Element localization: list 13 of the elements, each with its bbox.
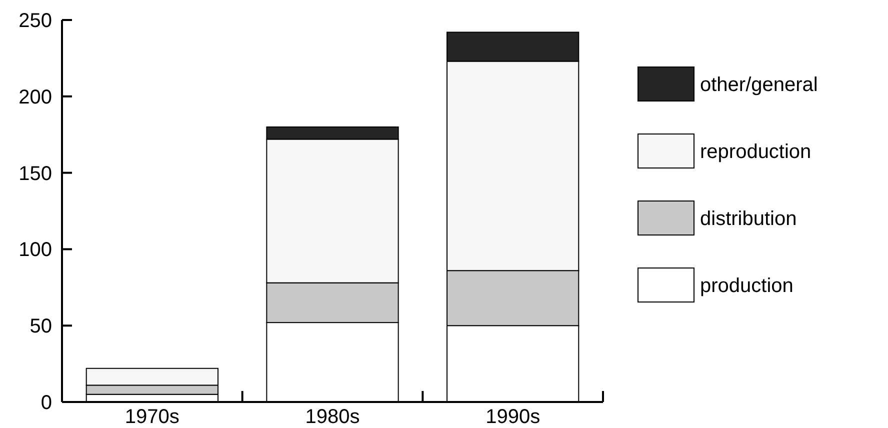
y-tick-label: 200 xyxy=(18,86,52,108)
y-tick-label: 0 xyxy=(40,392,52,414)
legend-label: production xyxy=(700,275,794,297)
legend-label: distribution xyxy=(700,208,797,230)
y-tick-label: 100 xyxy=(18,239,52,262)
y-tick-label: 150 xyxy=(18,162,52,185)
legend-label: other/general xyxy=(700,74,818,96)
x-tick-label: 1970s xyxy=(124,406,180,428)
y-tick-label: 250 xyxy=(18,10,52,32)
x-tick-label: 1980s xyxy=(305,406,360,428)
y-tick-label: 50 xyxy=(30,316,52,338)
x-tick-label: 1990s xyxy=(486,406,540,428)
legend-label: reproduction xyxy=(700,141,812,163)
